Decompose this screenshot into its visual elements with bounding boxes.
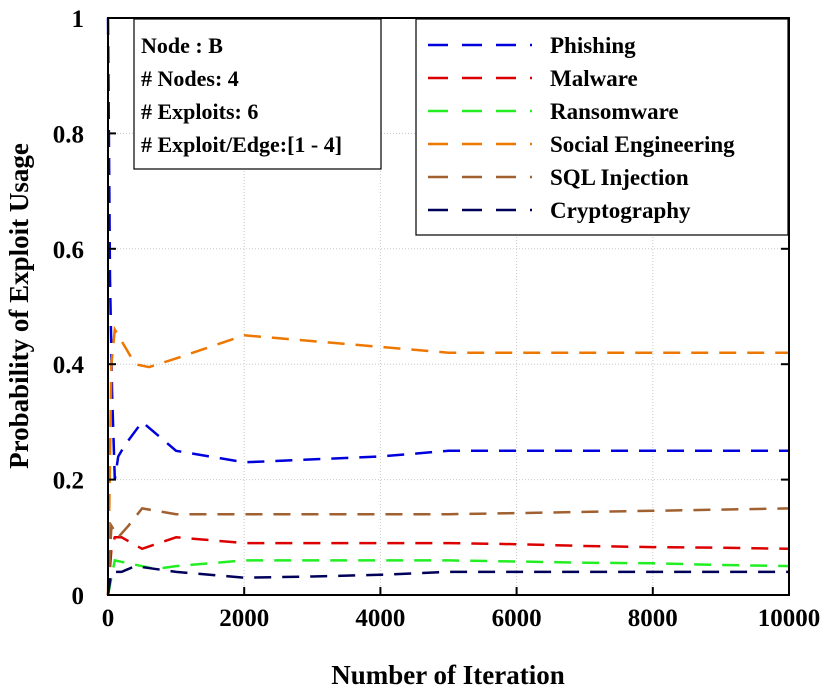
legend-label-malware: Malware	[550, 66, 638, 91]
info-box-frame	[133, 18, 382, 170]
x-tick-label: 0	[102, 605, 115, 632]
series-line-malware	[106, 536, 790, 596]
y-axis-title: Probability of Exploit Usage	[4, 143, 34, 469]
series-line-sql-injection	[106, 507, 790, 596]
legend-frame	[415, 18, 789, 236]
x-tick-label: 4000	[355, 605, 405, 632]
series-line-cryptography	[106, 564, 789, 596]
series-line-social-engineering	[106, 325, 789, 596]
x-tick-label: 6000	[492, 605, 542, 632]
series-lines	[106, 17, 790, 596]
y-tick-label: 0.4	[53, 352, 85, 379]
legend-label-cryptography: Cryptography	[550, 198, 691, 223]
y-tick-label: 0	[72, 583, 85, 610]
info-node: Node : B	[141, 33, 223, 58]
x-tick-label: 10000	[758, 605, 821, 632]
x-tick-label: 8000	[628, 605, 678, 632]
plot-frame	[107, 17, 790, 596]
axis-ticks: 0 2000 4000 6000 8000 10000 0 0.2 0.4 0.6 0.8 1	[53, 6, 821, 632]
x-tick-label: 2000	[219, 605, 269, 632]
legend: Phishing Malware Ransomware Social Engineer…	[415, 18, 789, 236]
y-tick-label: 0.6	[53, 237, 84, 264]
y-tick-label: 1	[72, 6, 85, 33]
legend-label-phishing: Phishing	[550, 33, 636, 58]
info-box: Node : B # Nodes: 4 # Exploits: 6 # Expl…	[133, 18, 382, 170]
series-line-phishing	[106, 17, 789, 480]
x-axis-title: Number of Iteration	[331, 660, 564, 690]
y-tick-label: 0.8	[53, 121, 84, 148]
legend-label-sql-injection: SQL Injection	[550, 165, 689, 190]
series-line-ransomware	[106, 558, 790, 596]
legend-label-ransomware: Ransomware	[550, 99, 679, 124]
info-nodes-count: # Nodes: 4	[141, 66, 239, 91]
legend-label-social-engineering: Social Engineering	[550, 132, 735, 157]
info-exploits-count: # Exploits: 6	[141, 99, 258, 124]
info-exploit-per-edge: # Exploit/Edge:[1 - 4]	[141, 132, 342, 157]
y-tick-label: 0.2	[53, 468, 84, 495]
